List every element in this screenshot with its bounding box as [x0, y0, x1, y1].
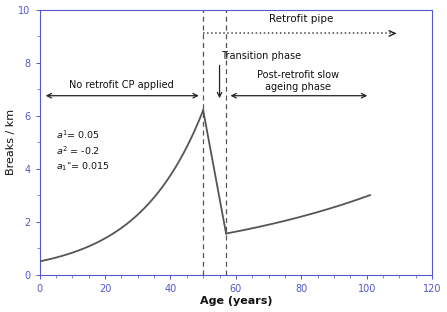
- Text: Transition phase: Transition phase: [221, 51, 301, 61]
- Text: $\mathit{a}^1$= 0.05: $\mathit{a}^1$= 0.05: [56, 129, 100, 141]
- Y-axis label: Breaks / km: Breaks / km: [5, 109, 16, 175]
- X-axis label: Age (years): Age (years): [200, 296, 272, 306]
- Text: Retrofit pipe: Retrofit pipe: [269, 14, 333, 24]
- Text: No retrofit CP applied: No retrofit CP applied: [69, 80, 174, 90]
- Text: $\mathit{a}^2$ = -0.2: $\mathit{a}^2$ = -0.2: [56, 145, 100, 157]
- Text: Post-retrofit slow
ageing phase: Post-retrofit slow ageing phase: [257, 70, 339, 92]
- Text: $\mathit{a}_1$"= 0.015: $\mathit{a}_1$"= 0.015: [56, 161, 110, 173]
